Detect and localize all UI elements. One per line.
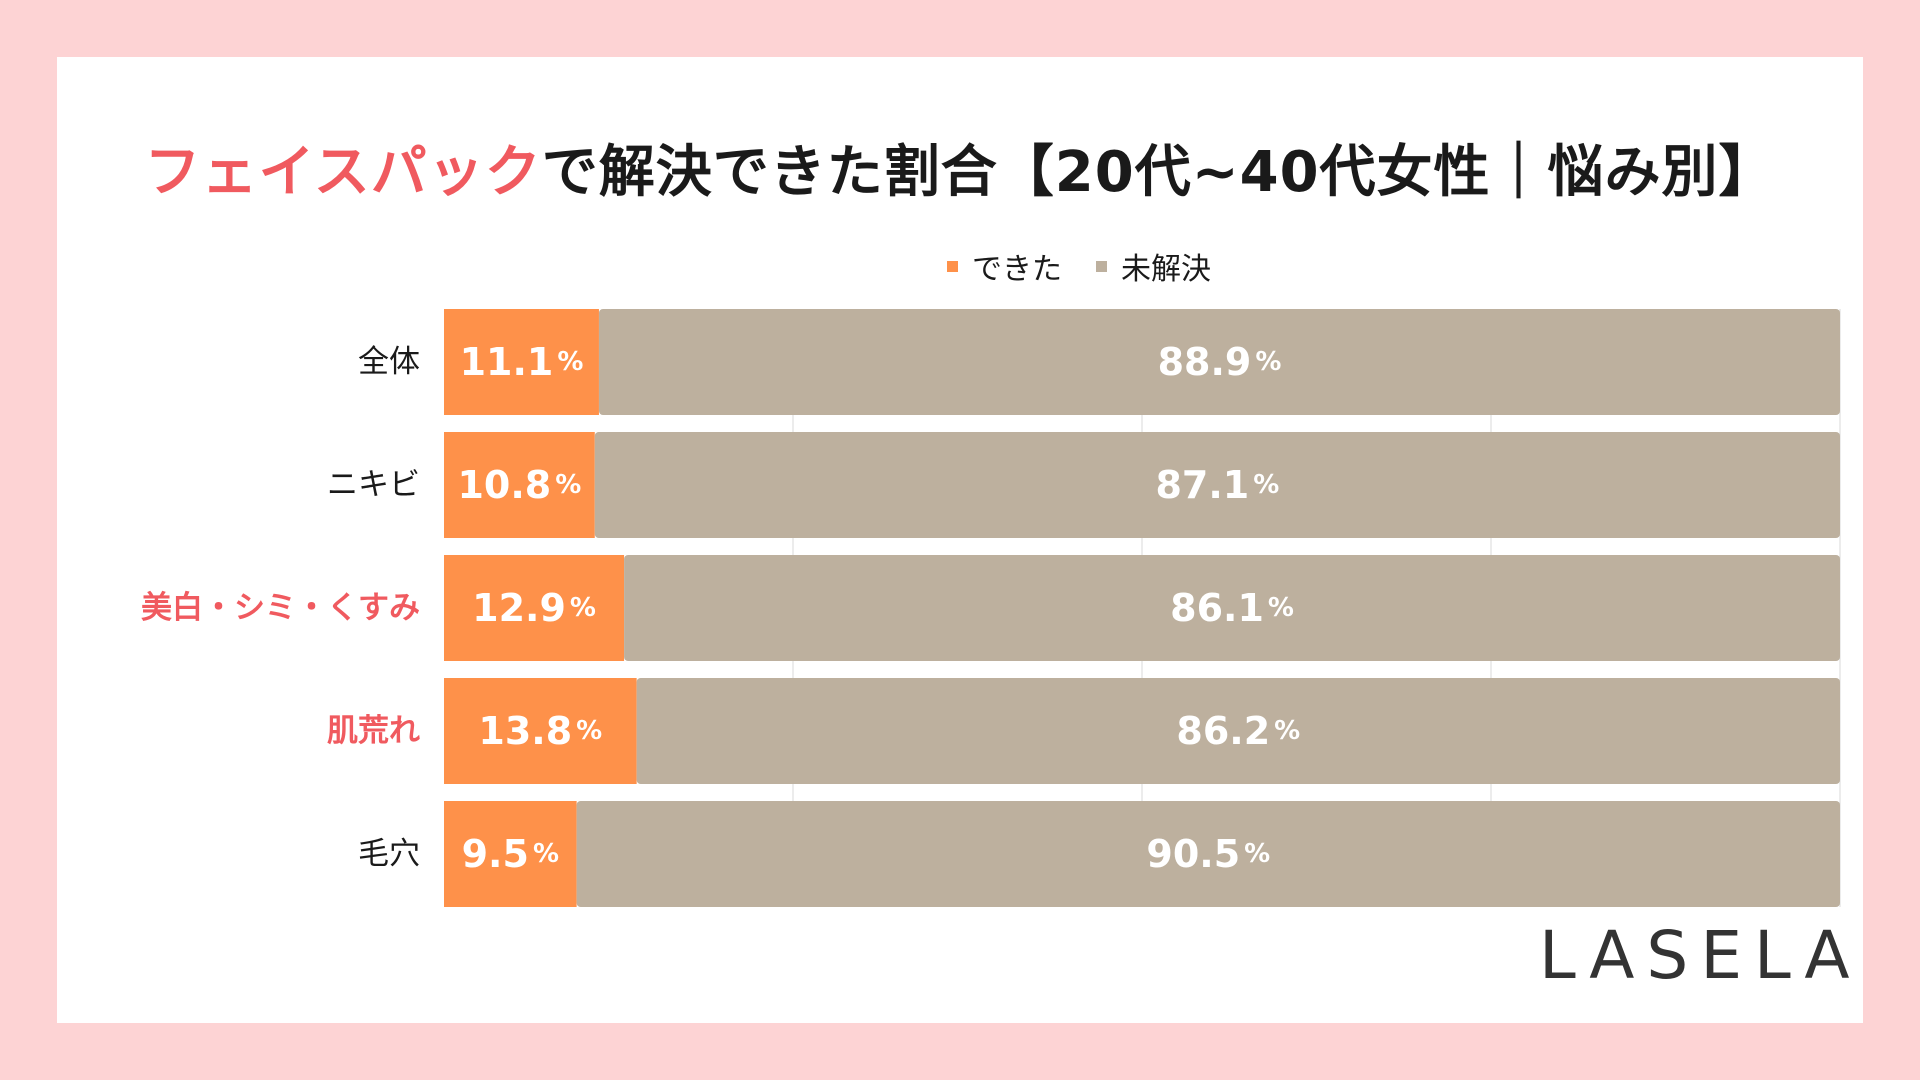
category-label: ニキビ [327, 467, 420, 503]
bar-done [444, 678, 637, 784]
bar-done [444, 432, 595, 538]
legend-label-unresolved: 未解決 [1121, 252, 1211, 287]
legend: できた 未解決 [947, 244, 1245, 288]
value-label: 9.5% [462, 832, 559, 876]
brand-logo: LASELA [1539, 917, 1862, 994]
legend-label-done: できた [972, 252, 1062, 287]
legend-swatch-done [947, 260, 958, 272]
value-label: 12.9% [472, 586, 596, 630]
bar-unresolved [594, 432, 1840, 538]
chart-card: フェイスパックで解決できた割合【20代~40代女性｜悩み別】 できた 未解決 全… [57, 57, 1863, 1023]
bar-unresolved [636, 678, 1841, 784]
value-label: 86.1% [1170, 586, 1294, 630]
bar-chart: 全体 11.1% 88.9 % ニキビ 10.8% 87.1 % 美白・シミ・くすみ 12.9% 8… [141, 309, 1841, 907]
value-label: 10.8% [457, 463, 581, 507]
chart-title: フェイスパックで解決できた割合【20代~40代女性｜悩み別】 [57, 127, 1863, 208]
value-label: 88.9% [1158, 340, 1282, 384]
category-label: 美白・シミ・くすみ [141, 590, 420, 626]
bar-done [444, 309, 599, 415]
title-accent: フェイスパック [144, 140, 542, 205]
category-label: 毛穴 [358, 836, 420, 872]
category-label: 全体 [358, 344, 420, 380]
value-label: 87.1% [1155, 463, 1279, 507]
value-label: 13.8% [478, 709, 602, 753]
bar-done [444, 801, 577, 907]
value-label: 11.1% [460, 340, 584, 384]
legend-item-done: できた [947, 244, 1062, 288]
legend-swatch-unresolved [1096, 260, 1107, 272]
bar-unresolved [624, 555, 1840, 661]
bar-unresolved [576, 801, 1840, 907]
title-rest: で解決できた割合【20代~40代女性｜悩み別】 [541, 140, 1776, 205]
bar-unresolved [598, 309, 1840, 415]
bar-done [444, 555, 625, 661]
legend-item-unresolved: 未解決 [1096, 244, 1211, 288]
category-label: 肌荒れ [327, 713, 420, 749]
value-label: 86.2% [1176, 709, 1300, 753]
value-label: 90.5% [1146, 832, 1270, 876]
